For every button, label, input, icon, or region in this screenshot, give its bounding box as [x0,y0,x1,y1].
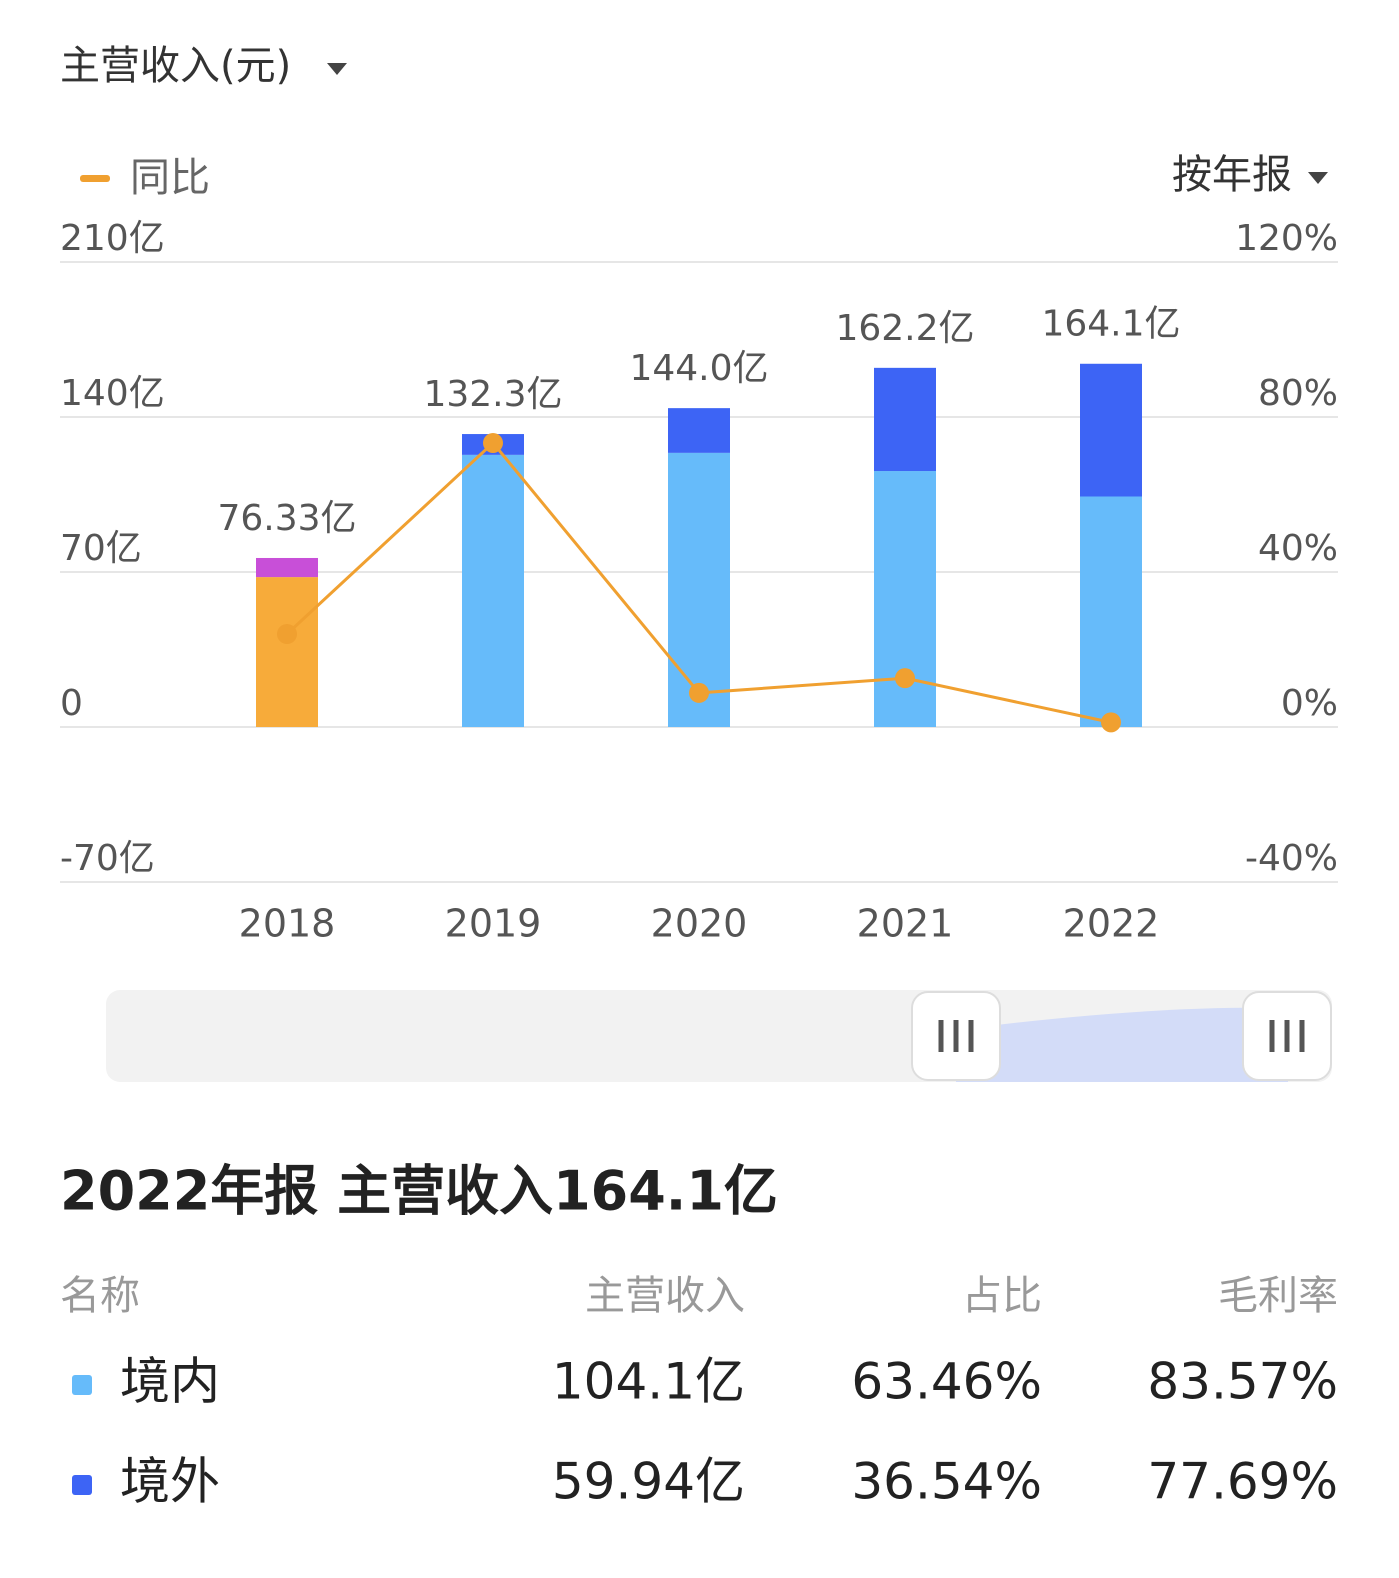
bar-segment [1080,496,1142,727]
bar-segment [256,577,318,727]
bar-segment [256,557,318,578]
total-label: 76.33亿 [217,498,356,539]
y2-tick-label: -40% [1245,838,1338,879]
line-point [277,624,297,644]
total-label: 144.0亿 [629,348,768,389]
x-tick-label: 2021 [857,902,954,946]
table-header: 名称 [60,1273,140,1319]
legend-label[interactable]: 同比 [130,155,210,201]
table-cell: 境内 [120,1353,220,1411]
x-tick-label: 2022 [1063,902,1160,946]
x-tick-label: 2020 [651,902,748,946]
metric-title[interactable]: 主营收入(元) [60,43,291,89]
y-tick-label: 70亿 [60,528,142,569]
y-tick-label: 0 [60,683,83,724]
line-point [895,668,915,689]
table-header: 主营收入 [585,1273,745,1319]
total-label: 162.2亿 [835,308,974,349]
bar-segment [462,454,524,727]
detail-heading: 2022年报 主营收入164.1亿 [60,1160,778,1223]
table-cell: 59.94亿 [552,1453,745,1511]
total-label: 132.3亿 [423,374,562,415]
x-tick-label: 2019 [445,902,542,946]
table-cell: 83.57% [1147,1353,1338,1411]
dropdown-arrow[interactable] [327,63,347,75]
y2-tick-label: 120% [1235,218,1338,259]
y2-tick-label: 40% [1258,528,1338,569]
bar-segment [874,471,936,727]
bar-segment [668,408,730,453]
row-swatch [72,1375,92,1395]
legend-swatch [80,175,110,182]
table-cell: 104.1亿 [552,1353,745,1411]
y2-tick-label: 80% [1258,373,1338,414]
line-point [483,432,503,453]
dropdown-arrow[interactable] [1308,172,1328,184]
line-point [689,682,709,703]
bar-segment [874,367,936,472]
table-cell: 63.46% [851,1353,1042,1411]
handle-grip [938,1020,974,1052]
row-swatch [72,1475,92,1495]
y-tick-label: -70亿 [60,838,155,879]
y2-tick-label: 0% [1281,683,1338,724]
y-tick-label: 140亿 [60,373,165,414]
table-cell: 77.69% [1147,1453,1338,1511]
y-tick-label: 210亿 [60,218,165,259]
bar-segment [1080,363,1142,497]
period-selector[interactable]: 按年报 [1172,152,1292,198]
table-header: 占比 [962,1273,1042,1319]
line-point [1101,712,1121,733]
table-header: 毛利率 [1218,1273,1338,1319]
range-slider-selection [956,1007,1288,1082]
bar-segment [668,452,730,727]
handle-grip [1269,1020,1305,1052]
total-label: 164.1亿 [1041,304,1180,345]
table-cell: 36.54% [851,1453,1042,1511]
table-cell: 境外 [120,1453,220,1511]
x-tick-label: 2018 [239,902,336,946]
